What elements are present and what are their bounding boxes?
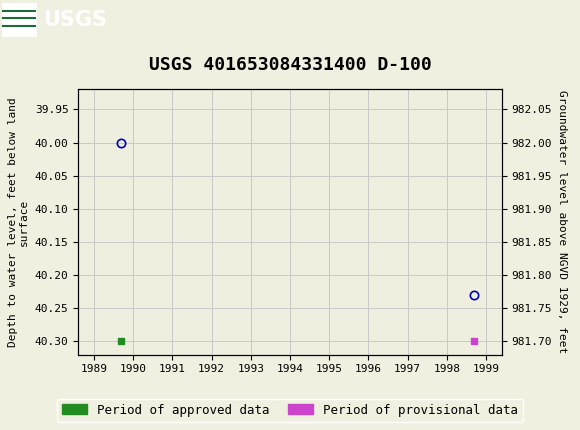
Text: USGS: USGS (44, 10, 107, 30)
FancyBboxPatch shape (2, 3, 37, 37)
Y-axis label: Groundwater level above NGVD 1929, feet: Groundwater level above NGVD 1929, feet (557, 90, 567, 354)
Y-axis label: Depth to water level, feet below land
surface: Depth to water level, feet below land su… (8, 97, 29, 347)
Legend: Period of approved data, Period of provisional data: Period of approved data, Period of provi… (57, 399, 523, 421)
Text: USGS 401653084331400 D-100: USGS 401653084331400 D-100 (148, 56, 432, 74)
